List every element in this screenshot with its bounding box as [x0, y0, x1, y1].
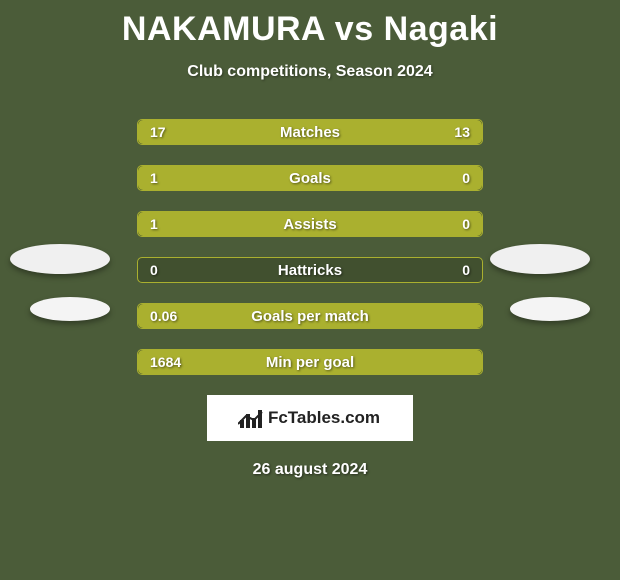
- date-text: 26 august 2024: [0, 461, 620, 479]
- vs-text: vs: [335, 10, 374, 48]
- player1-name: NAKAMURA: [122, 10, 325, 48]
- stat-label: Hattricks: [138, 258, 482, 282]
- comparison-card: NAKAMURA vs Nagaki Club competitions, Se…: [0, 0, 620, 580]
- stat-row: 1684Min per goal: [137, 349, 483, 375]
- stats-area: 1713Matches 10Goals 10Assists 0 0Hattricks 0.…: [0, 119, 620, 375]
- stat-row: 10Assists: [137, 211, 483, 237]
- page-title: NAKAMURA vs Nagaki: [0, 0, 620, 49]
- player1-avatar-secondary: [30, 297, 110, 321]
- bar-fill: [138, 350, 482, 374]
- player2-name: Nagaki: [384, 10, 499, 48]
- stat-row: 1713Matches: [137, 119, 483, 145]
- bar-fill-right: [333, 120, 482, 144]
- stat-value-right: 0: [462, 258, 470, 282]
- stat-value-left: 0: [150, 258, 158, 282]
- subtitle: Club competitions, Season 2024: [0, 63, 620, 81]
- bar-fill-left: [138, 212, 403, 236]
- brand-name: FcTables.com: [268, 408, 380, 428]
- chart-line-icon: [238, 410, 268, 428]
- bar-fill-right: [403, 212, 482, 236]
- player2-avatar-primary: [490, 244, 590, 274]
- bar-fill-left: [138, 166, 403, 190]
- player2-avatar-secondary: [510, 297, 590, 321]
- stat-row: 10Goals: [137, 165, 483, 191]
- bar-fill: [138, 304, 482, 328]
- stat-row: 0 0Hattricks: [137, 257, 483, 283]
- bar-fill-right: [403, 166, 482, 190]
- brand-logo: FcTables.com: [207, 395, 413, 441]
- bar-fill-left: [138, 120, 333, 144]
- stat-row: 0.06Goals per match: [137, 303, 483, 329]
- chart-icon: [240, 408, 262, 428]
- player1-avatar-primary: [10, 244, 110, 274]
